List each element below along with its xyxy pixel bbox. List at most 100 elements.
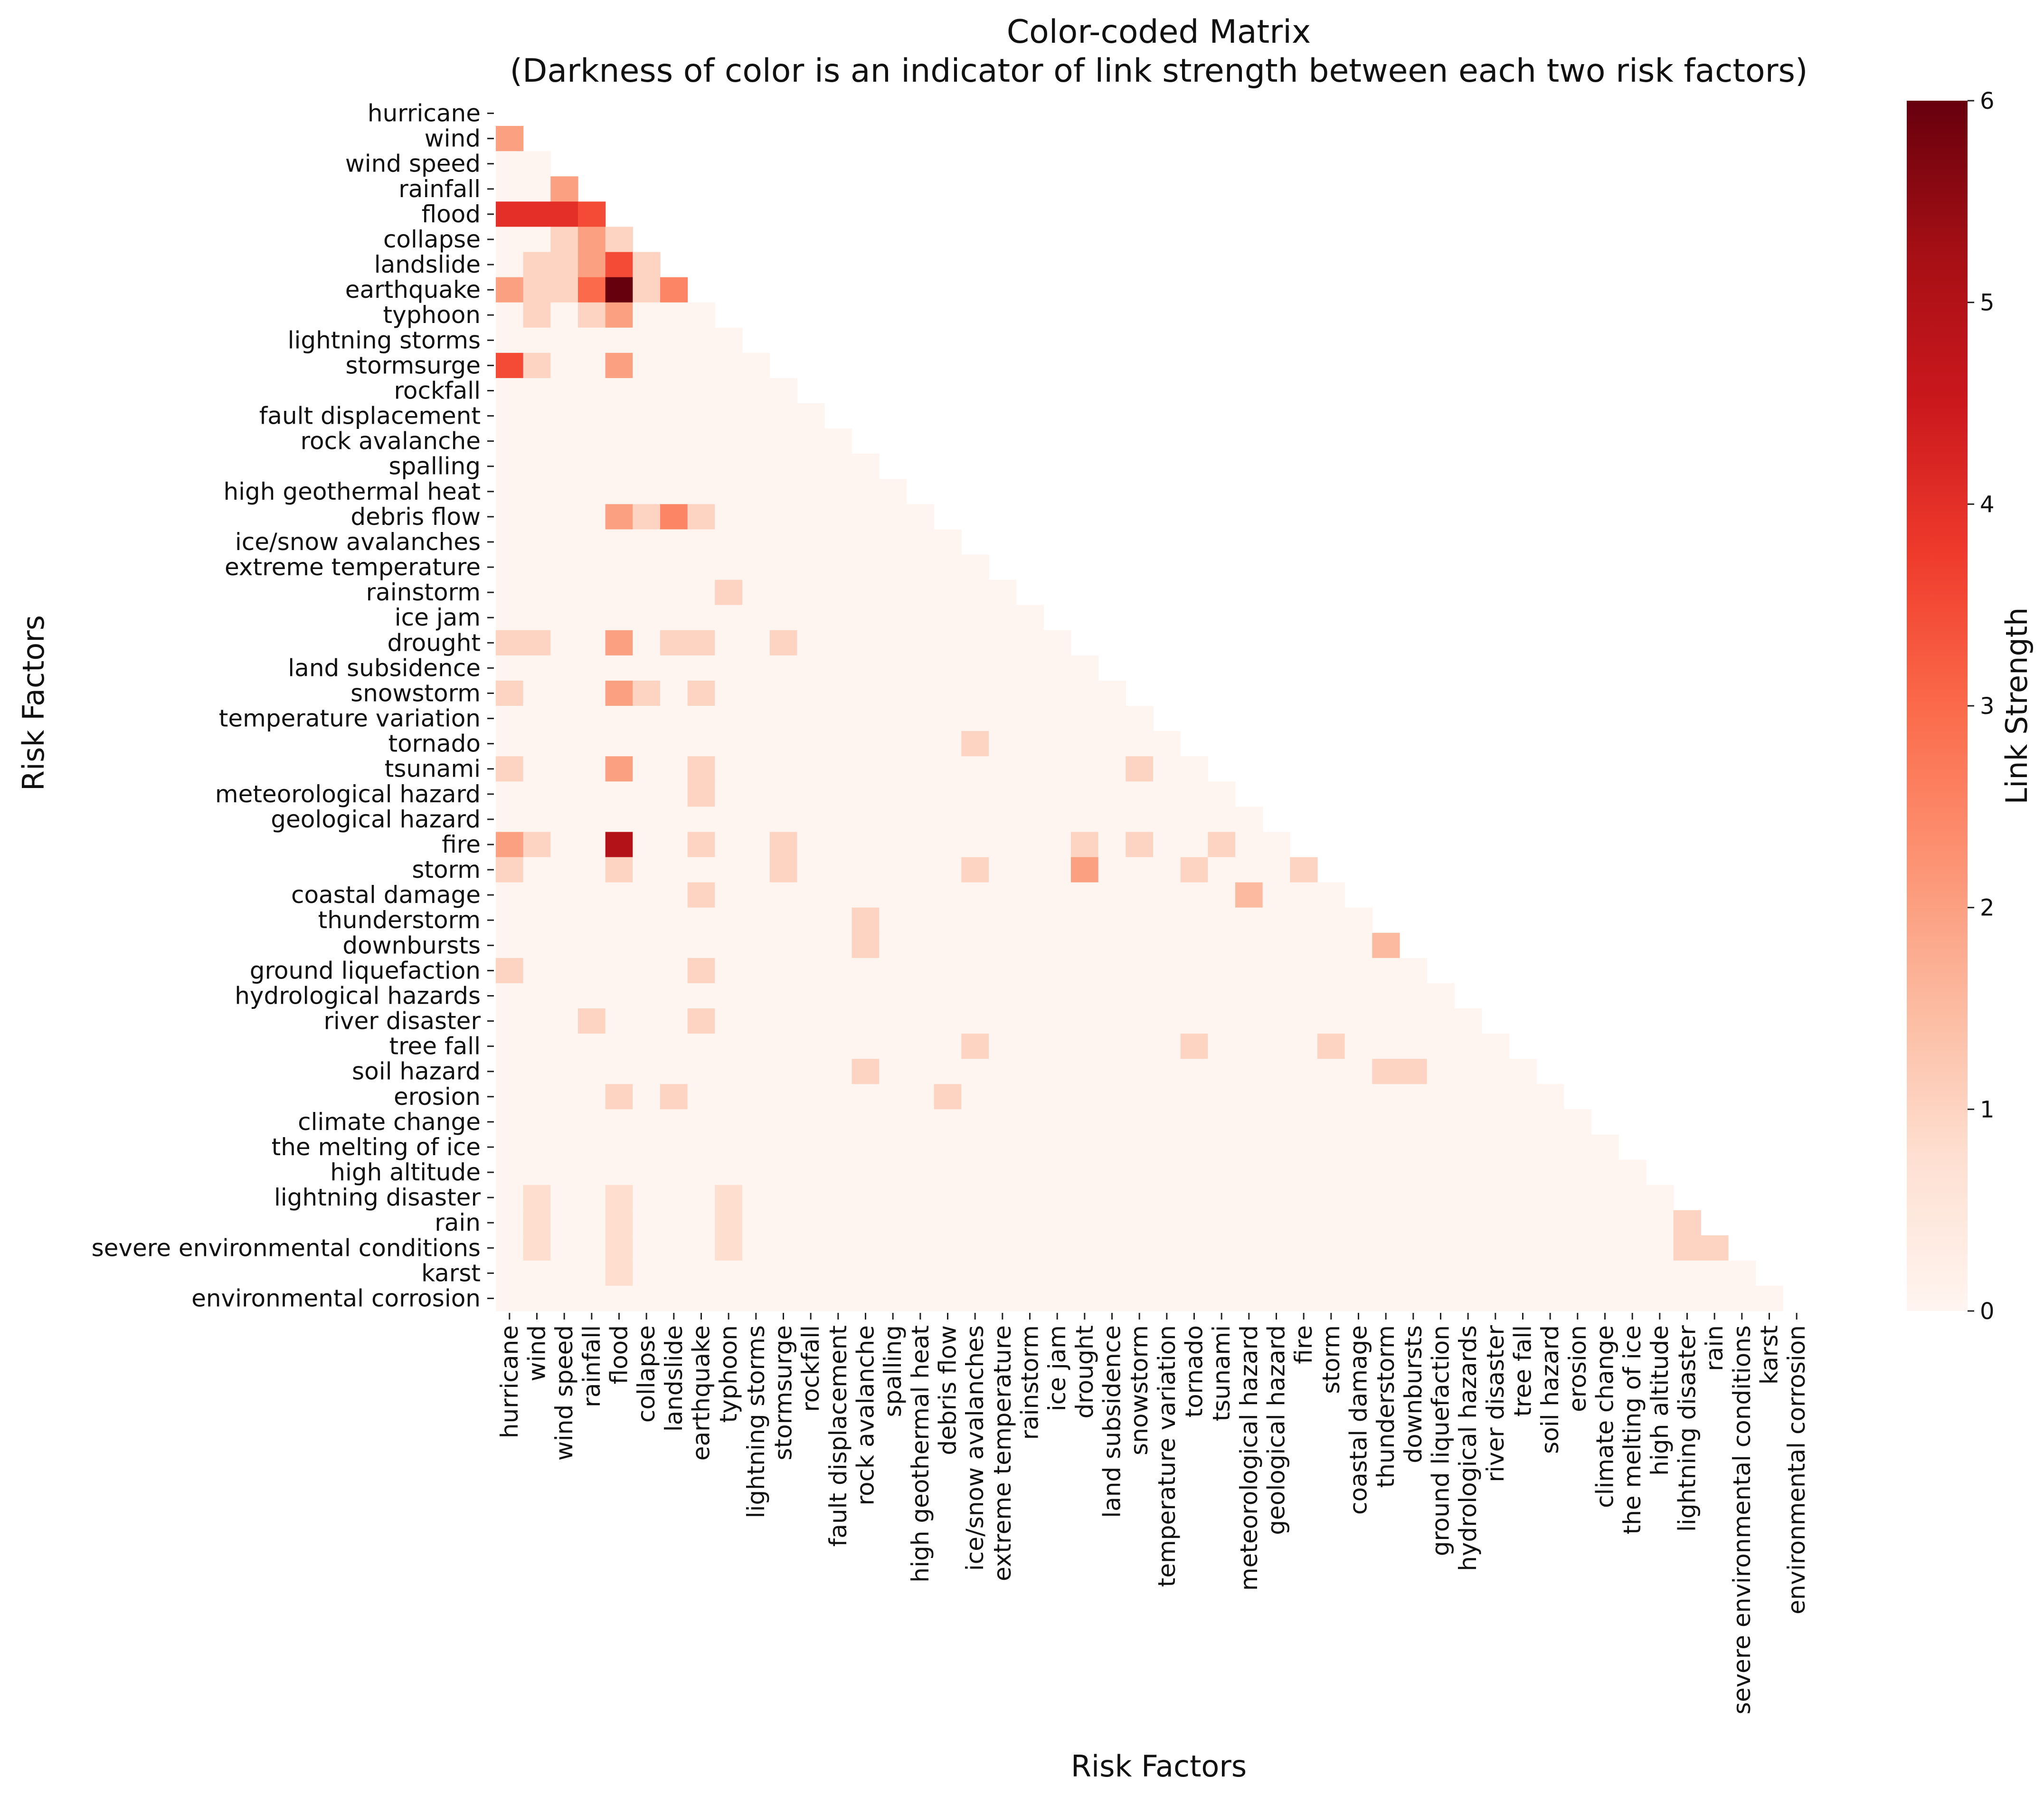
heatmap-cell [852,932,880,959]
heatmap-cell [578,1210,606,1236]
heatmap-cell [1262,1084,1290,1110]
heatmap-cell [578,579,606,606]
heatmap-cell [550,378,578,404]
heatmap-cell [578,958,606,984]
heatmap-cell [989,605,1017,631]
heatmap-cell [797,731,825,757]
heatmap-cell [633,352,661,379]
heatmap-cell [1016,1059,1044,1084]
heatmap-cell [578,1260,606,1286]
x-tick-label: wind [523,1325,551,1381]
x-tick-label: earthquake [688,1325,715,1461]
heatmap-cell [989,579,1017,606]
heatmap-cell [1454,1109,1482,1135]
heatmap-cell [1153,756,1181,782]
heatmap-cell [1071,781,1099,807]
heatmap-cell [1180,1109,1208,1135]
heatmap-cell [1536,1210,1564,1236]
heatmap-cell [1098,958,1126,984]
heatmap-cell [633,504,661,530]
heatmap-cell [769,1210,797,1236]
heatmap-cell [523,1285,551,1311]
heatmap-cell [605,706,633,731]
heatmap-cell [1454,1235,1482,1261]
heatmap-cell [879,479,907,504]
heatmap-cell [852,832,880,858]
heatmap-cell [879,554,907,580]
heatmap-cell [1454,1159,1482,1186]
heatmap-cell [797,504,825,530]
y-tick-label: temperature variation [219,705,481,732]
heatmap-cell [1180,781,1208,807]
heatmap-cell [523,403,551,429]
heatmap-cell [660,882,688,908]
heatmap-cell [715,781,743,807]
heatmap-cell [989,1159,1017,1186]
heatmap-cell [550,983,578,1009]
heatmap-cell [1180,832,1208,858]
y-tick-label: spalling [388,453,481,480]
heatmap-cell [605,1159,633,1186]
heatmap-cell [852,1059,880,1084]
heatmap-cell [742,907,770,933]
heatmap-cell [824,1084,852,1110]
heatmap-cell [550,403,578,429]
heatmap-cell [769,504,797,530]
heatmap-cell [989,1059,1017,1084]
y-tick-label: ground liquefaction [250,957,481,984]
heatmap-cell [1016,832,1044,858]
heatmap-cell [687,680,715,706]
heatmap-cell [660,378,688,404]
heatmap-cell [1317,932,1345,959]
heatmap-cell [1208,1034,1236,1059]
heatmap-cell [496,428,524,454]
heatmap-cell [1262,1185,1290,1211]
heatmap-cell [1317,1109,1345,1135]
heatmap-cell [1016,857,1044,883]
heatmap-cell [1728,1285,1756,1311]
heatmap-cell [1208,807,1236,833]
heatmap-cell [523,176,551,202]
heatmap-cell [797,958,825,984]
heatmap-cell [961,756,989,782]
heatmap-cell [961,1235,989,1261]
heatmap-cell [1701,1235,1729,1261]
heatmap-cell [1400,1034,1428,1059]
heatmap-cell [1427,983,1455,1009]
heatmap-cell [879,504,907,530]
heatmap-cell [633,882,661,908]
heatmap-cell [550,176,578,202]
heatmap-cell [605,403,633,429]
heatmap-cell [824,504,852,530]
heatmap-cell [496,1235,524,1261]
heatmap-cell [961,1159,989,1186]
heatmap-cell [605,1059,633,1084]
heatmap-cell [660,907,688,933]
heatmap-cell [1071,882,1099,908]
heatmap-cell [1098,756,1126,782]
heatmap-cell [687,1134,715,1160]
heatmap-cell [989,1285,1017,1311]
heatmap-cell [961,706,989,731]
heatmap-cell [852,630,880,656]
heatmap-cell [1043,807,1071,833]
heatmap-cell [550,706,578,731]
heatmap-cell [550,352,578,379]
heatmap-cell [1591,1134,1619,1160]
heatmap-cell [1043,882,1071,908]
heatmap-cell [1208,1210,1236,1236]
heatmap-cell [1454,1210,1482,1236]
heatmap-cell [797,1260,825,1286]
heatmap-cell [660,403,688,429]
heatmap-cell [550,277,578,303]
heatmap-cell [523,352,551,379]
heatmap-cell [1098,731,1126,757]
heatmap-cell [496,832,524,858]
heatmap-cell [1317,1210,1345,1236]
heatmap-cell [605,1260,633,1286]
heatmap-cell [550,932,578,959]
heatmap-cell [550,655,578,681]
heatmap-cell [1043,907,1071,933]
heatmap-cell [578,252,606,278]
